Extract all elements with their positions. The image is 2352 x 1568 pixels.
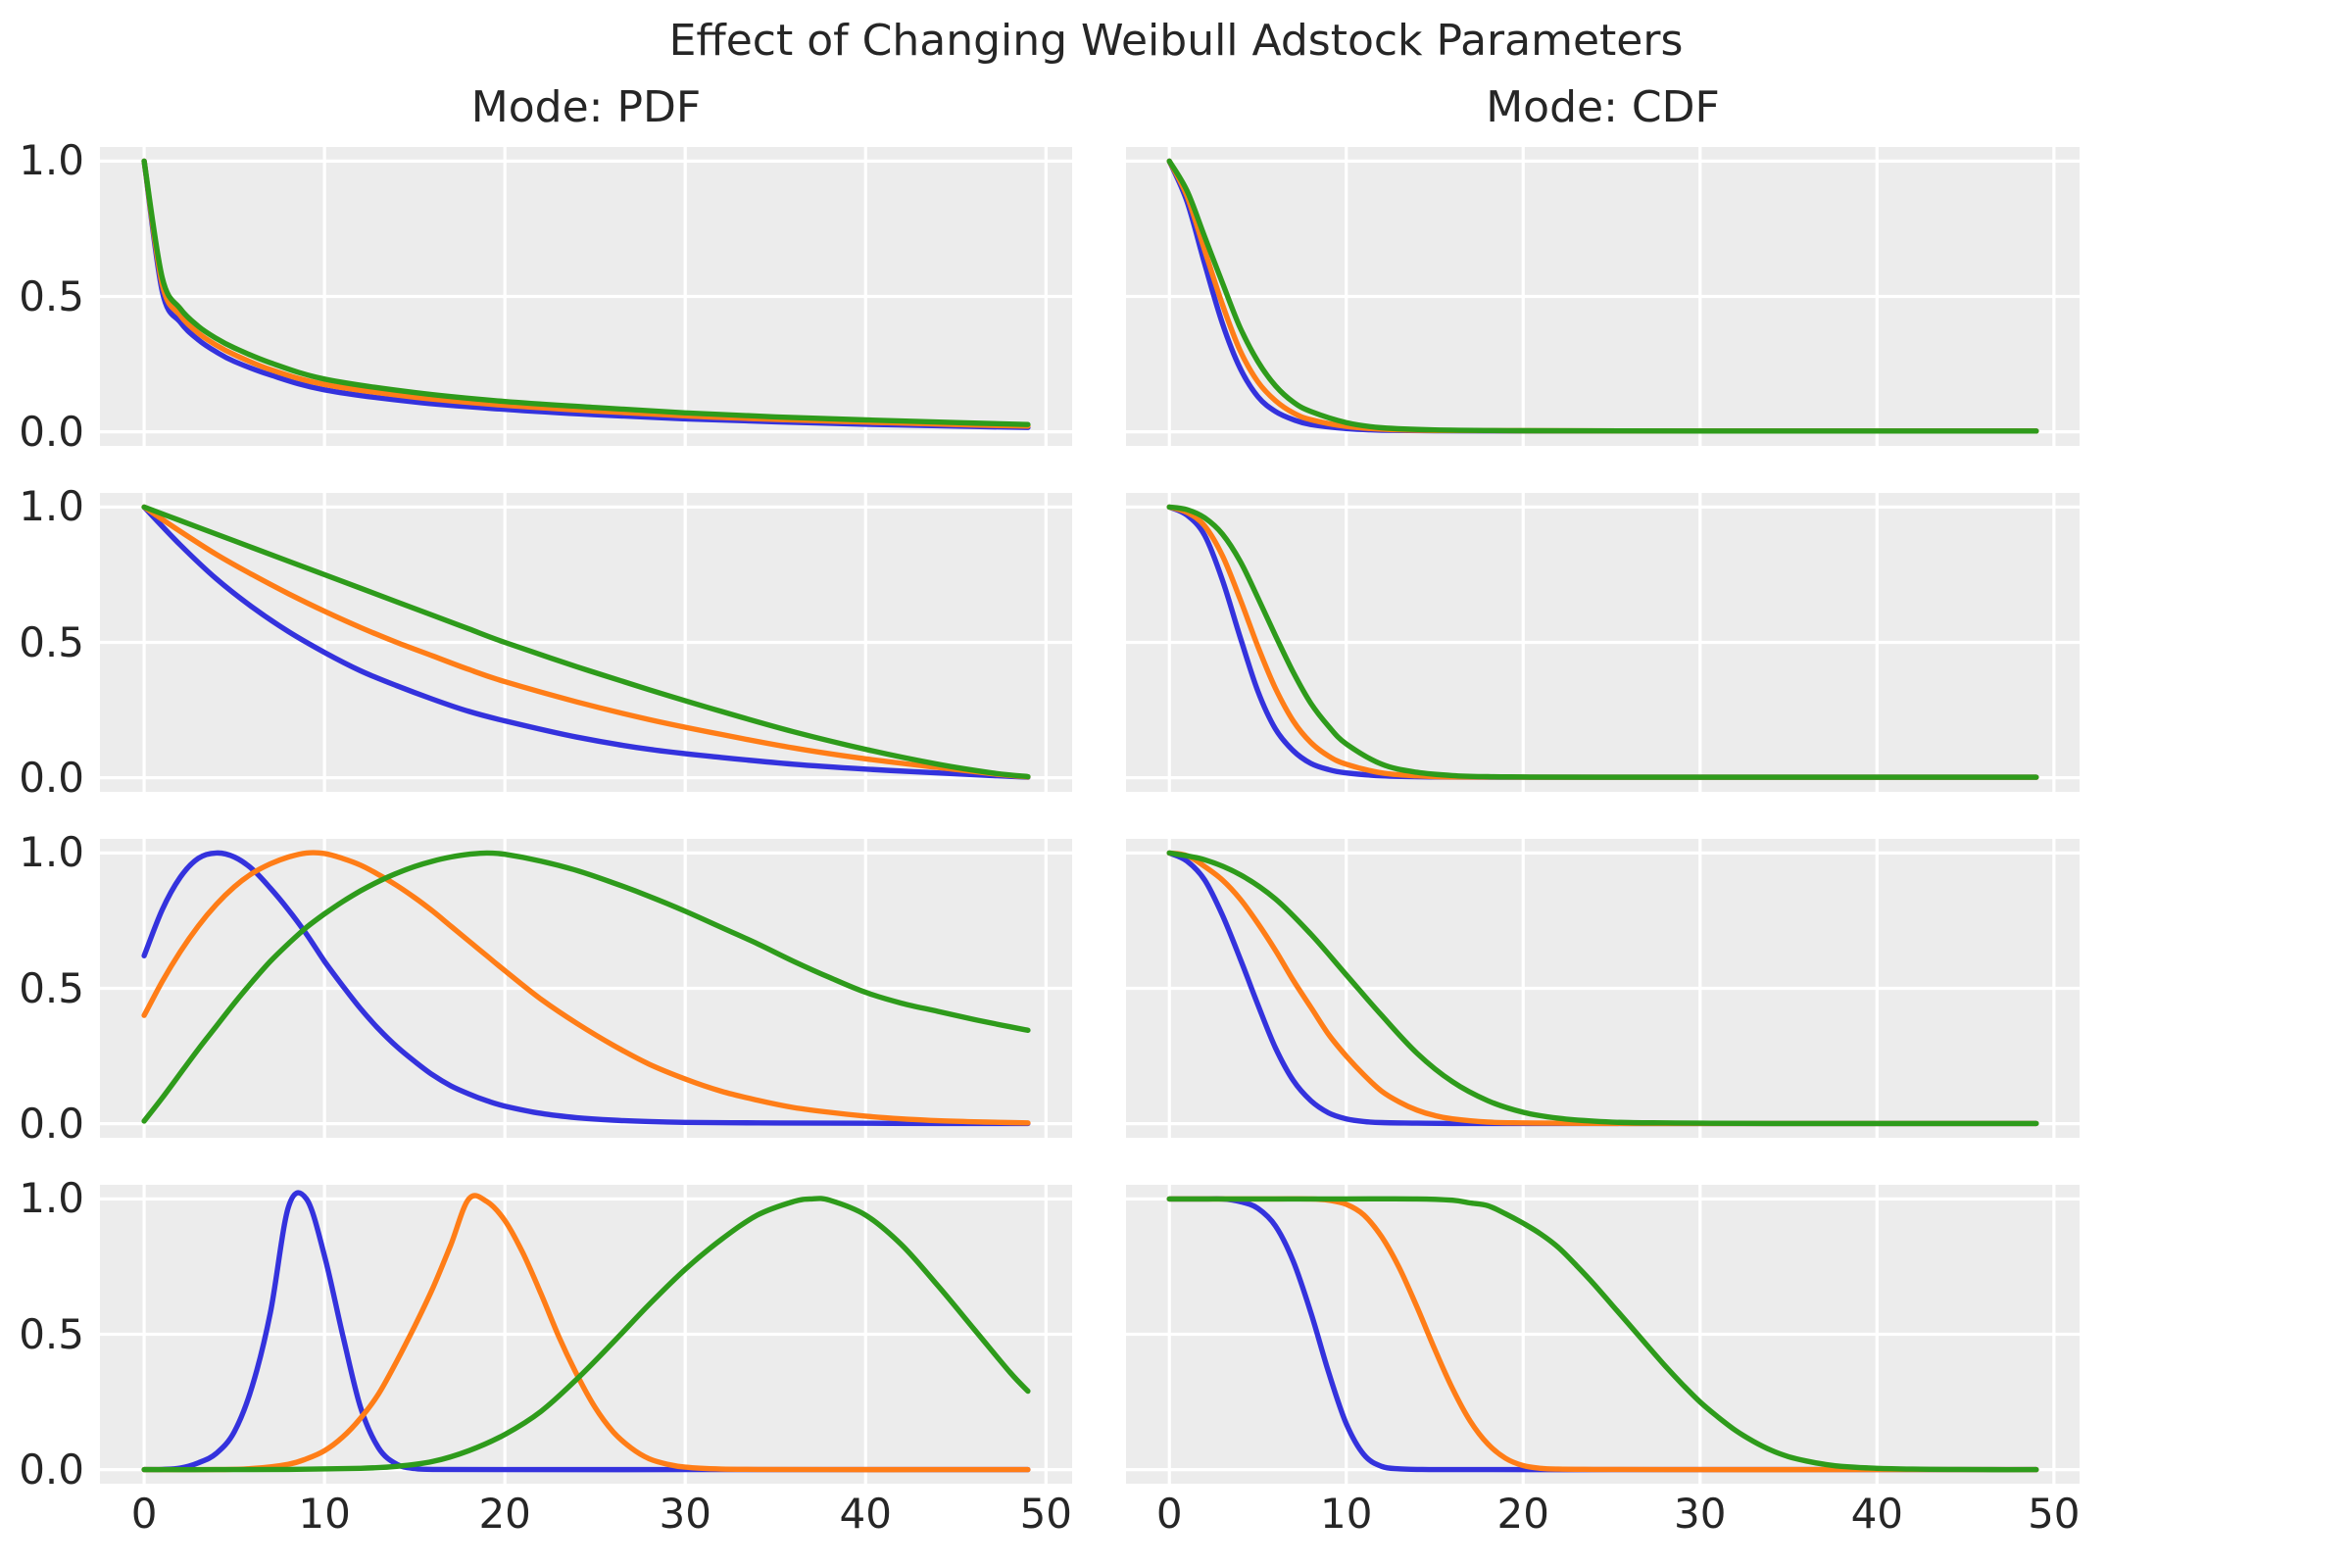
curve-green-cdf-row3: [1166, 850, 2039, 1127]
curve-green-cdf-row2: [1166, 504, 2039, 780]
x-tick-label: 40: [839, 1490, 892, 1538]
curve-blue-pdf-row3: [141, 850, 1031, 1127]
y-tick-label: 0.5: [19, 617, 84, 666]
subplot-row3-cdf: [1126, 839, 2080, 1138]
curve-green-pdf-row3: [141, 850, 1031, 1124]
plot-area: [1126, 1185, 2080, 1484]
x-tick-label: 0: [130, 1490, 158, 1538]
curve-orange-cdf-row3: [1166, 850, 2039, 1127]
x-tick-label: 30: [1674, 1490, 1727, 1538]
curve-green-pdf-row2: [141, 504, 1031, 780]
y-tick-label: 0.0: [19, 407, 84, 456]
curve-blue-pdf-row2: [141, 504, 1031, 780]
y-tick-label: 0.0: [19, 753, 84, 802]
plot-area: [100, 1185, 1072, 1484]
subplot-row1-cdf: [1126, 147, 2080, 446]
x-tick-label: 10: [1320, 1490, 1373, 1538]
subplot-row3-pdf: [100, 839, 1072, 1138]
y-tick-label: 1.0: [19, 1174, 84, 1223]
subplot-row1-pdf: [100, 147, 1072, 446]
curve-orange-pdf-row4: [141, 1193, 1031, 1473]
subplot-column-title-cdf: Mode: CDF: [1486, 82, 1720, 132]
subplot-column-title-pdf: Mode: PDF: [470, 82, 702, 132]
y-tick-label: 0.5: [19, 963, 84, 1012]
y-tick-label: 0.5: [19, 271, 84, 320]
subplot-row2-cdf: [1126, 493, 2080, 792]
plot-area: [100, 147, 1072, 446]
plot-area: [1126, 147, 2080, 446]
y-tick-label: 0.5: [19, 1309, 84, 1358]
x-tick-label: 20: [478, 1490, 531, 1538]
x-tick-label: 30: [659, 1490, 711, 1538]
plot-area: [100, 839, 1072, 1138]
x-tick-label: 50: [2028, 1490, 2081, 1538]
y-tick-label: 0.0: [19, 1445, 84, 1494]
curve-green-cdf-row1: [1166, 158, 2039, 434]
plot-area: [1126, 839, 2080, 1138]
curve-orange-pdf-row2: [141, 504, 1031, 780]
x-tick-label: 20: [1496, 1490, 1549, 1538]
x-tick-label: 50: [1019, 1490, 1073, 1538]
subplot-row2-pdf: [100, 493, 1072, 792]
x-tick-label: 40: [1850, 1490, 1904, 1538]
curve-green-cdf-row4: [1166, 1196, 2039, 1473]
curve-orange-pdf-row3: [141, 850, 1031, 1126]
curve-blue-pdf-row4: [141, 1190, 1031, 1473]
y-tick-label: 1.0: [19, 482, 84, 531]
subplot-row4-pdf: [100, 1185, 1072, 1484]
x-tick-label: 0: [1155, 1490, 1183, 1538]
y-tick-label: 1.0: [19, 828, 84, 877]
y-tick-label: 0.0: [19, 1099, 84, 1148]
subplot-row4-cdf: [1126, 1185, 2080, 1484]
x-tick-label: 10: [298, 1490, 351, 1538]
plot-area: [1126, 493, 2080, 792]
curve-green-pdf-row4: [141, 1196, 1031, 1473]
plot-area: [100, 493, 1072, 792]
y-tick-label: 1.0: [19, 136, 84, 185]
curve-green-pdf-row1: [141, 158, 1031, 427]
chart-title: Effect of Changing Weibull Adstock Param…: [668, 16, 1684, 66]
